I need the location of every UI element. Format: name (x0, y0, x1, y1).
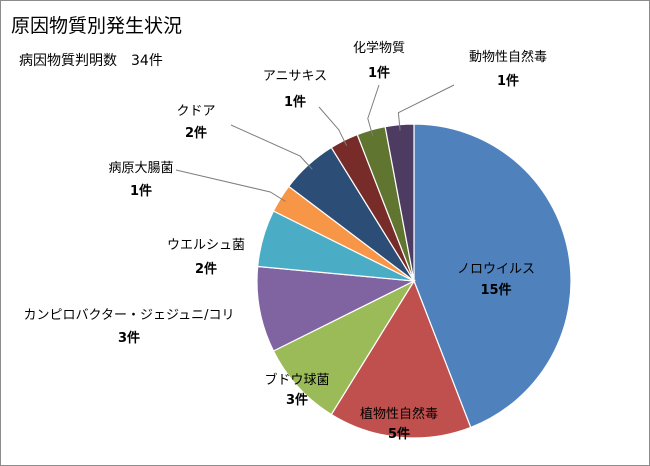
slice-name-label: ノロウイルス (457, 262, 535, 277)
slice-value-label: 1件 (284, 94, 306, 110)
chart-title: 原因物質別発生状況 (11, 15, 182, 37)
pie-slice (413, 123, 572, 429)
leader-line (367, 84, 380, 136)
slice-value-label: 1件 (497, 73, 519, 89)
slice-name-label: 病原大腸菌 (108, 161, 173, 176)
slice-name-label: ウエルシュ菌 (167, 238, 245, 253)
slice-name-label: カンピロバクター・ジェジュニ/コリ (24, 308, 235, 323)
slice-name-label: アニサキス (263, 69, 327, 84)
slice-value-label: 3件 (286, 392, 308, 408)
pie-slice (330, 279, 472, 439)
chart-subtitle: 病因物質判明数 34件 (19, 53, 163, 69)
pie-slice (272, 279, 416, 416)
slice-name-label: ブドウ球菌 (264, 372, 329, 388)
slice-value-label: 3件 (118, 330, 140, 346)
leader-line (318, 106, 348, 147)
slice-value-label: 5件 (388, 426, 410, 442)
slice-name-label: クドア (176, 104, 215, 119)
slice-name-label: 化学物質 (353, 40, 405, 56)
leader-lines (175, 84, 455, 202)
slice-value-label: 1件 (130, 183, 152, 199)
slice-value-label: 2件 (195, 261, 217, 277)
leader-line (397, 84, 455, 131)
slice-value-label: 15件 (480, 282, 511, 298)
slice-name-label: 植物性自然毒 (360, 406, 438, 422)
slice-name-label: 動物性自然毒 (469, 49, 547, 65)
leader-line (230, 124, 313, 170)
slice-value-label: 1件 (368, 65, 390, 81)
pie-slice (256, 265, 417, 352)
slice-value-label: 2件 (185, 125, 207, 141)
pie-slices (256, 123, 572, 439)
leader-line (175, 169, 286, 202)
